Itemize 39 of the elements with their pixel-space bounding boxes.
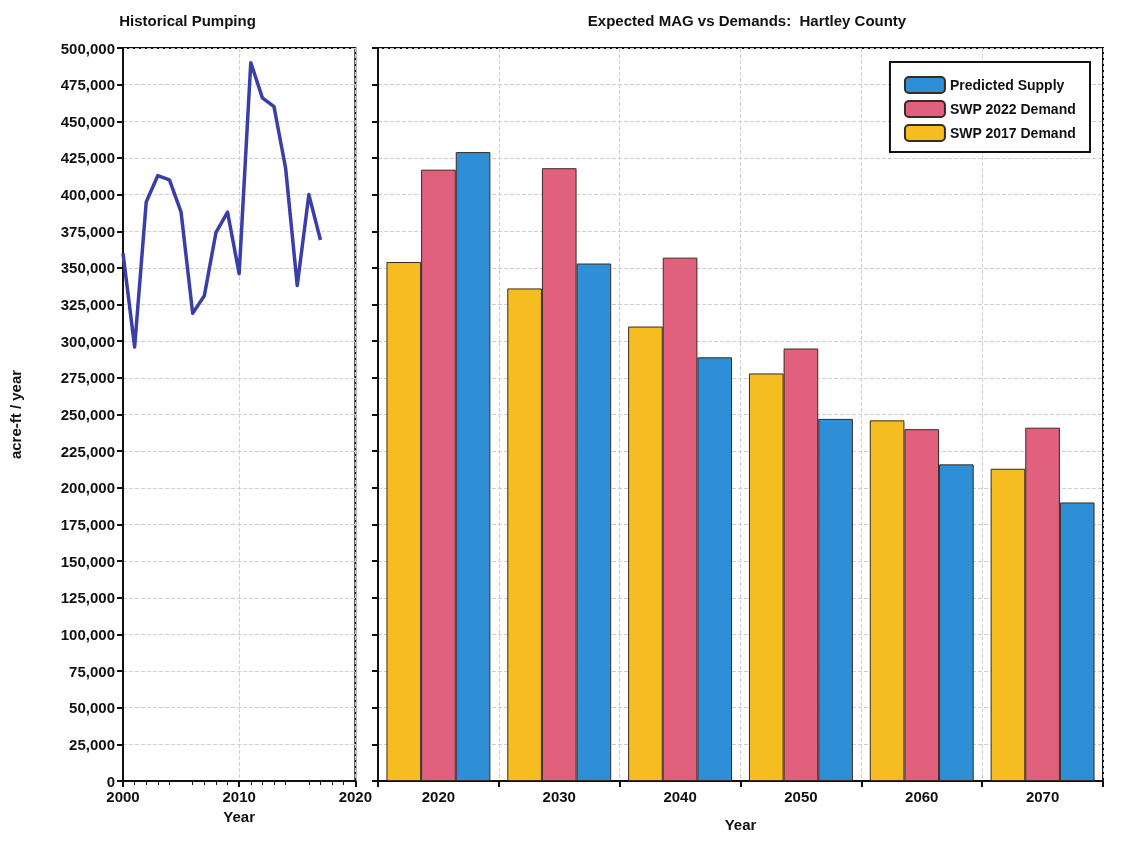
x-tick-label: 2040 (663, 788, 697, 805)
y-tick-label: 350,000 (60, 259, 115, 277)
y-tick-label: 325,000 (60, 296, 115, 314)
y-tick-label: 425,000 (60, 149, 115, 167)
y-axis-title: acre-ft / year (7, 369, 24, 460)
x-tick-label: 2050 (784, 788, 818, 805)
x-tick-label: 2060 (905, 788, 939, 805)
legend-label: SWP 2022 Demand (949, 101, 1076, 117)
x-tick-label: 2010 (222, 788, 256, 805)
y-tick-label: 300,000 (60, 332, 115, 350)
x-tick-label: 2020 (338, 788, 372, 805)
y-tick-label: 0 (106, 772, 115, 790)
y-tick-label: 125,000 (60, 589, 115, 607)
x-tick-label: 2030 (542, 788, 576, 805)
y-tick-label: 75,000 (69, 662, 115, 680)
y-tick-label: 275,000 (60, 369, 115, 387)
legend-label: SWP 2017 Demand (949, 125, 1076, 141)
chart-title: Expected MAG vs Demands: Hartley County (587, 12, 907, 29)
y-tick-label: 375,000 (60, 222, 115, 240)
y-tick-label: 200,000 (60, 479, 115, 497)
x-tick-label: 2020 (421, 788, 456, 805)
y-tick-label: 250,000 (60, 406, 115, 423)
y-tick-label: 400,000 (60, 186, 115, 204)
y-tick-label: 150,000 (60, 552, 115, 570)
line-series (121, 60, 323, 349)
y-tick-label: 175,000 (60, 515, 115, 533)
x-tick-label: 2000 (106, 788, 140, 805)
chart-title: Historical Pumping (119, 12, 256, 29)
x-axis-title: Year (223, 808, 256, 825)
y-tick-label: 25,000 (69, 735, 115, 753)
y-tick-label: 225,000 (60, 442, 115, 460)
legend-label: Predicted Supply (949, 77, 1065, 93)
y-tick-label: 500,000 (60, 39, 115, 57)
y-tick-label: 100,000 (60, 625, 115, 643)
y-tick-label: 475,000 (60, 76, 115, 94)
x-tick-label: 2070 (1025, 788, 1060, 805)
y-tick-label: 450,000 (60, 112, 115, 130)
x-axis-title: Year (724, 816, 757, 833)
y-tick-label: 50,000 (69, 699, 115, 717)
